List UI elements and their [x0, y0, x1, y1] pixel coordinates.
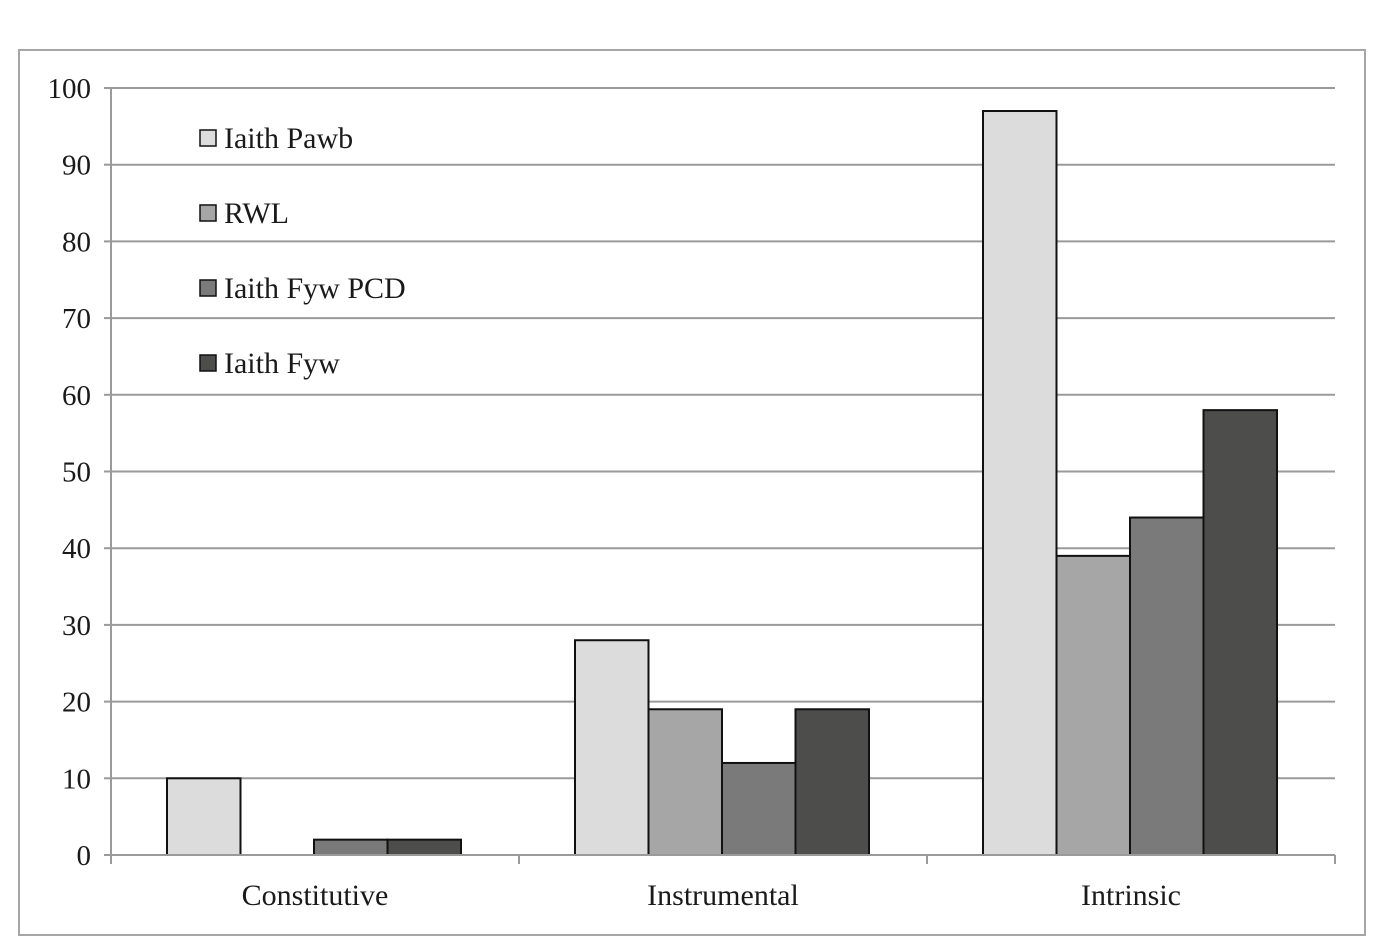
- y-axis-tick-label: 90: [62, 150, 91, 182]
- bar-iaith-pawb-instrumental: [574, 639, 650, 856]
- bar-iaith-fyw-instrumental: [794, 708, 870, 857]
- legend-item: Iaith Fyw PCD: [199, 272, 406, 305]
- y-axis-tick-label: 20: [62, 687, 91, 719]
- bar-iaith-fyw-pcd-instrumental: [721, 761, 797, 857]
- y-axis-tick-label: 0: [77, 840, 92, 872]
- legend-item: RWL: [199, 197, 289, 230]
- legend-swatch: [199, 279, 217, 297]
- x-axis-category-label: Intrinsic: [1081, 879, 1181, 912]
- y-axis-tick-label: 10: [62, 763, 91, 795]
- y-axis-tick-labels: 0 10 20 30 40 50 60 70 80 90 100: [48, 73, 92, 872]
- y-axis-tick-label: 80: [62, 226, 91, 258]
- x-axis-category-labels: Constitutive Instrumental Intrinsic: [242, 879, 1181, 912]
- y-axis-tick-label: 60: [62, 380, 91, 412]
- x-axis-category-label: Instrumental: [647, 879, 799, 912]
- legend: Iaith Pawb RWL Iaith Fyw PCD Iaith Fyw: [199, 122, 406, 380]
- bar-iaith-pawb-constitutive: [166, 777, 242, 856]
- y-axis-tick-label: 40: [62, 533, 91, 565]
- legend-label: Iaith Pawb: [224, 122, 353, 155]
- legend-item: Iaith Fyw: [199, 347, 340, 380]
- y-axis-tick-label: 50: [62, 457, 91, 489]
- legend-label: RWL: [224, 197, 289, 230]
- legend-swatch: [199, 129, 217, 147]
- bar-iaith-fyw-pcd-intrinsic: [1129, 516, 1205, 857]
- bar-rwl-intrinsic: [1055, 554, 1131, 856]
- y-axis-tick-label: 70: [62, 303, 91, 335]
- bar-rwl-instrumental: [647, 708, 723, 857]
- legend-swatch: [199, 204, 217, 222]
- bar-iaith-pawb-intrinsic: [982, 110, 1058, 856]
- x-axis: [110, 854, 1336, 864]
- y-axis-tick-label: 30: [62, 610, 91, 642]
- x-axis-category-label: Constitutive: [242, 879, 389, 912]
- legend-label: Iaith Fyw: [224, 347, 340, 380]
- legend-swatch: [199, 354, 217, 372]
- bars: [166, 110, 1278, 857]
- legend-item: Iaith Pawb: [199, 122, 353, 155]
- bar-iaith-fyw-pcd-constitutive: [313, 838, 389, 856]
- y-axis-tick-label: 100: [48, 73, 92, 105]
- legend-label: Iaith Fyw PCD: [224, 272, 406, 305]
- bar-iaith-fyw-constitutive: [386, 838, 462, 856]
- bar-iaith-fyw-intrinsic: [1202, 409, 1278, 856]
